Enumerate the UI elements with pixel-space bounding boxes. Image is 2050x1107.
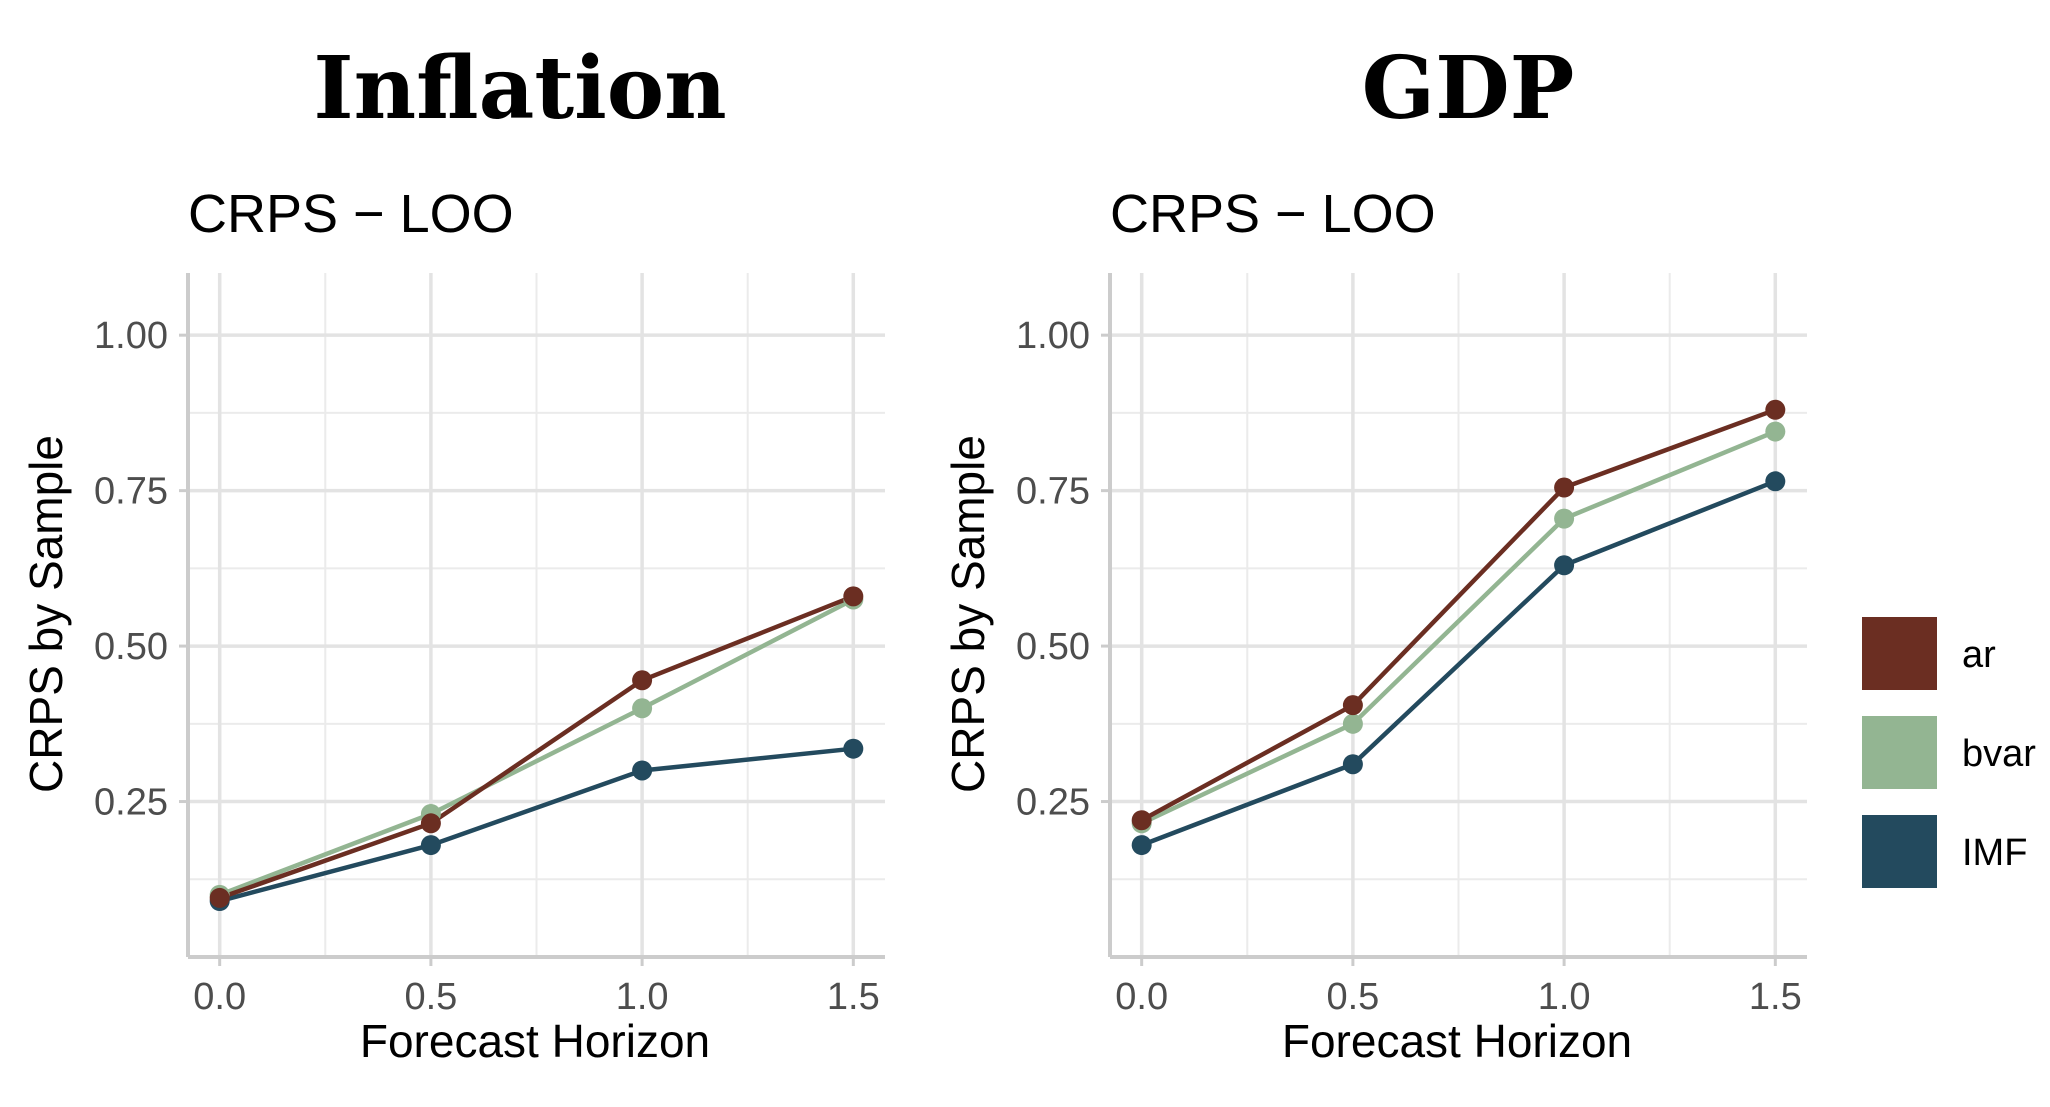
data-point-ar (1554, 477, 1575, 498)
y-tick-label: 0.25 (1016, 782, 1090, 824)
data-point-imf (1342, 754, 1363, 775)
y-tick-label: 0.75 (1016, 471, 1090, 513)
x-tick-label: 0.0 (193, 976, 246, 1018)
panel-subtitle: CRPS − LOO (1110, 184, 1436, 244)
x-tick-label: 0.5 (404, 976, 457, 1018)
plot-area: 0.0 0.5 1.0 1.5 0.25 0.50 0.75 1.00 (1016, 273, 1807, 1018)
y-tick-label: 1.00 (1016, 315, 1090, 357)
legend-key-imf (1862, 815, 1937, 888)
panel-subtitle: CRPS − LOO (188, 184, 514, 244)
data-point-ar (1342, 695, 1363, 716)
series-line-bvar (218, 597, 855, 897)
y-tick-label: 0.75 (94, 471, 168, 513)
data-point-bvar (1342, 713, 1363, 734)
legend-label-imf: IMF (1962, 832, 2027, 874)
data-point-ar (1131, 810, 1152, 831)
inflation-chart-panel: Inflation CRPS − LOO 0.0 0.5 1.0 1.5 0.25 0.5… (20, 38, 885, 1067)
data-point-ar (1765, 399, 1786, 420)
legend-key-bvar (1862, 716, 1937, 789)
panel-title: GDP (1362, 38, 1575, 139)
y-tick-label: 0.25 (94, 782, 168, 824)
x-tick-label: 1.0 (1538, 976, 1591, 1018)
data-point-bvar (1765, 421, 1786, 442)
data-point-ar (420, 813, 441, 834)
x-tick-label: 0.0 (1115, 976, 1168, 1018)
data-point-ar (632, 670, 653, 691)
gdp-chart-panel: GDP CRPS − LOO 0.0 0.5 1.0 1.5 0.25 0.50 0.75 1… (942, 38, 1807, 1067)
x-tick-label: 1.5 (827, 976, 880, 1018)
series-line-imf (1140, 479, 1777, 848)
x-axis-label: Forecast Horizon (360, 1015, 710, 1067)
x-axis-label: Forecast Horizon (1282, 1015, 1632, 1067)
legend-key-ar (1862, 617, 1937, 690)
legend: ar bvar IMF (1862, 617, 2036, 888)
x-tick-label: 1.5 (1749, 976, 1802, 1018)
series-line-bvar (1140, 429, 1777, 826)
data-point-bvar (632, 698, 653, 719)
series-line-imf (219, 746, 854, 904)
y-tick-label: 0.50 (1016, 626, 1090, 668)
x-tick-label: 0.5 (1326, 976, 1379, 1018)
data-point-imf (1554, 555, 1575, 576)
plot-area: 0.0 0.5 1.0 1.5 0.25 0.50 0.75 1.00 (94, 273, 885, 1018)
y-tick-label: 1.00 (94, 315, 168, 357)
series-line-ar (218, 594, 855, 901)
x-tick-label: 1.0 (616, 976, 669, 1018)
legend-label-ar: ar (1962, 634, 1996, 676)
data-point-imf (1765, 471, 1786, 492)
y-tick-label: 0.50 (94, 626, 168, 668)
y-axis-label: CRPS by Sample (20, 435, 72, 793)
data-point-ar (843, 586, 864, 607)
data-point-imf (1131, 835, 1152, 856)
panel-title: Inflation (313, 38, 726, 139)
data-point-imf (420, 835, 441, 856)
data-point-imf (843, 738, 864, 759)
data-point-ar (209, 887, 230, 908)
data-point-imf (632, 760, 653, 781)
data-point-bvar (1554, 508, 1575, 529)
y-axis-label: CRPS by Sample (942, 435, 994, 793)
legend-label-bvar: bvar (1962, 733, 2036, 775)
series-line-ar (1140, 407, 1777, 823)
